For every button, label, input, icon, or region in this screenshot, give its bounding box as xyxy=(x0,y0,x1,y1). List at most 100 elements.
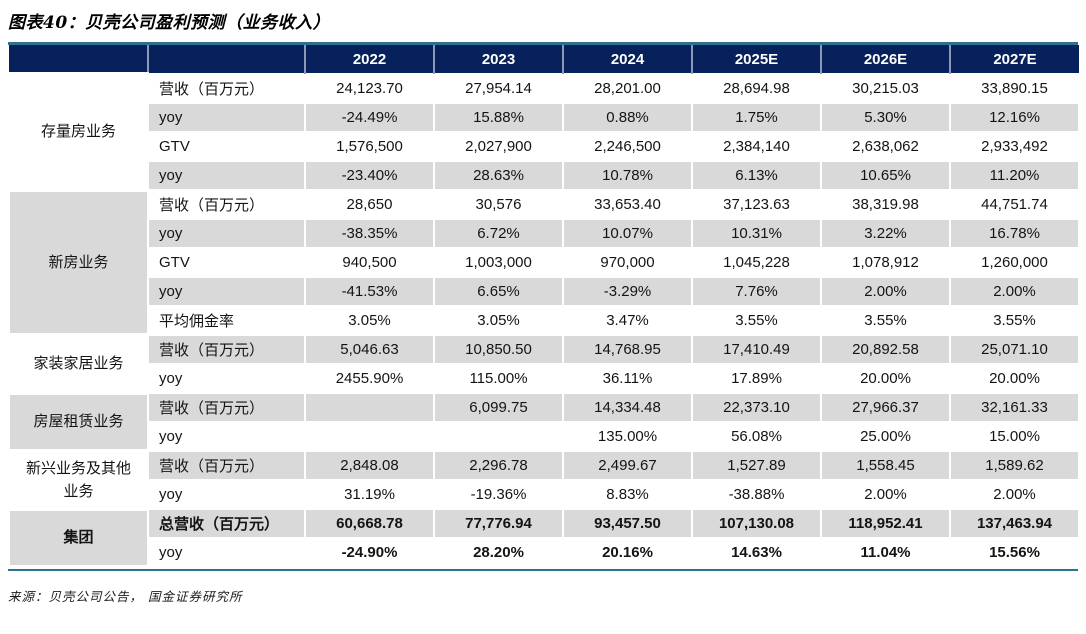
value-cell: 2455.90% xyxy=(304,363,435,394)
value-cell: 20,892.58 xyxy=(820,334,951,365)
value-cell: 1,558.45 xyxy=(820,450,951,481)
value-cell: 2.00% xyxy=(949,479,1080,510)
row-label: yoy xyxy=(147,421,306,452)
value-cell: 11.04% xyxy=(820,537,951,568)
row-label: 营收（百万元） xyxy=(147,73,306,104)
value-cell: 6.72% xyxy=(433,218,564,249)
row-label: 营收（百万元） xyxy=(147,392,306,423)
value-cell: 2,638,062 xyxy=(820,131,951,162)
value-cell: 0.88% xyxy=(562,102,693,133)
value-cell: 14.63% xyxy=(691,537,822,568)
value-cell: 30,576 xyxy=(433,189,564,220)
value-cell: 24,123.70 xyxy=(304,73,435,104)
header-corner-metric xyxy=(147,45,305,74)
value-cell: 15.88% xyxy=(433,102,564,133)
value-cell: 38,319.98 xyxy=(820,189,951,220)
value-cell: 77,776.94 xyxy=(433,508,564,539)
value-cell: 44,751.74 xyxy=(949,189,1080,220)
row-label: 营收（百万元） xyxy=(147,189,306,220)
value-cell: 36.11% xyxy=(562,363,693,394)
year-header: 2026E xyxy=(820,45,950,74)
value-cell: 6,099.75 xyxy=(433,392,564,423)
value-cell: 10.31% xyxy=(691,218,822,249)
year-header: 2023 xyxy=(433,45,563,74)
value-cell: 1,576,500 xyxy=(304,131,435,162)
year-header: 2024 xyxy=(562,45,692,74)
value-cell: 25.00% xyxy=(820,421,951,452)
value-cell: 10,850.50 xyxy=(433,334,564,365)
value-cell: 33,890.15 xyxy=(949,73,1080,104)
value-cell: 2.00% xyxy=(949,276,1080,307)
value-cell: 56.08% xyxy=(691,421,822,452)
value-cell: 3.55% xyxy=(949,305,1080,336)
value-cell: 28.20% xyxy=(433,537,564,568)
header-corner-group xyxy=(9,45,148,74)
value-cell: 22,373.10 xyxy=(691,392,822,423)
value-cell xyxy=(304,392,435,423)
value-cell: -24.49% xyxy=(304,102,435,133)
value-cell: 17.89% xyxy=(691,363,822,394)
value-cell: 1.75% xyxy=(691,102,822,133)
row-label: yoy xyxy=(147,102,306,133)
value-cell: 1,260,000 xyxy=(949,247,1080,278)
value-cell: 135.00% xyxy=(562,421,693,452)
value-cell: 28,694.98 xyxy=(691,73,822,104)
value-cell: 1,003,000 xyxy=(433,247,564,278)
value-cell: 15.00% xyxy=(949,421,1080,452)
forecast-table: 2022 2023 2024 2025E 2026E 2027E 存量房业务 营收（百万元）… xyxy=(8,45,1080,569)
value-cell xyxy=(433,421,564,452)
table-row: 新兴业务及其他业务 营收（百万元） 2,848.08 2,296.78 2,499.67… xyxy=(8,449,1080,511)
value-cell: 115.00% xyxy=(433,363,564,394)
row-label: yoy xyxy=(147,537,306,568)
value-cell: 1,045,228 xyxy=(691,247,822,278)
table-row: yoy 31.19% -19.36% 8.83% -38.88% 2.00% 2.00% xyxy=(9,479,1080,510)
table-row: yoy -24.49% 15.88% 0.88% 1.75% 5.30% 12.16% xyxy=(9,102,1080,133)
value-cell: 25,071.10 xyxy=(949,334,1080,365)
year-header: 2022 xyxy=(304,45,434,74)
value-cell: 31.19% xyxy=(304,479,435,510)
value-cell: 28,201.00 xyxy=(562,73,693,104)
value-cell: 2.00% xyxy=(820,276,951,307)
table-row: yoy 2455.90% 115.00% 36.11% 17.89% 20.00% 20.0… xyxy=(9,363,1080,394)
group-cell: 新房业务 xyxy=(8,188,149,337)
value-cell: 2,848.08 xyxy=(304,450,435,481)
table-row: 存量房业务 营收（百万元） 24,123.70 27,954.14 28,201.00 2… xyxy=(8,72,1080,192)
group-cell: 集团 xyxy=(8,507,149,569)
value-cell: 14,768.95 xyxy=(562,334,693,365)
value-cell: 2,296.78 xyxy=(433,450,564,481)
value-cell: 137,463.94 xyxy=(949,508,1080,539)
value-cell: 28,650 xyxy=(304,189,435,220)
value-cell: 32,161.33 xyxy=(949,392,1080,423)
value-cell: 30,215.03 xyxy=(820,73,951,104)
row-label: 营收（百万元） xyxy=(147,334,306,365)
value-cell: -19.36% xyxy=(433,479,564,510)
row-label: 营收（百万元） xyxy=(147,450,306,481)
group-cell: 家装家居业务 xyxy=(8,333,149,395)
value-cell: 2,027,900 xyxy=(433,131,564,162)
value-cell: 2,384,140 xyxy=(691,131,822,162)
group-cell: 新兴业务及其他业务 xyxy=(8,449,149,511)
value-cell: 33,653.40 xyxy=(562,189,693,220)
table-row: yoy -24.90% 28.20% 20.16% 14.63% 11.04% 15.56% xyxy=(9,537,1080,568)
value-cell: 27,954.14 xyxy=(433,73,564,104)
row-label: yoy xyxy=(147,276,306,307)
value-cell: 3.55% xyxy=(691,305,822,336)
value-cell: -24.90% xyxy=(304,537,435,568)
value-cell: 5.30% xyxy=(820,102,951,133)
value-cell: 1,078,912 xyxy=(820,247,951,278)
source-note: 来源：贝壳公司公告， 国金证券研究所 xyxy=(8,589,243,604)
value-cell: -3.29% xyxy=(562,276,693,307)
table-row: GTV 940,500 1,003,000 970,000 1,045,228 1,078… xyxy=(9,247,1080,278)
value-cell: 3.47% xyxy=(562,305,693,336)
value-cell: 93,457.50 xyxy=(562,508,693,539)
row-label: GTV xyxy=(147,247,306,278)
value-cell: 10.78% xyxy=(562,160,693,191)
row-label: yoy xyxy=(147,363,306,394)
group-cell: 房屋租赁业务 xyxy=(8,391,149,453)
value-cell: 20.00% xyxy=(949,363,1080,394)
value-cell: 10.07% xyxy=(562,218,693,249)
table-row: 房屋租赁业务 营收（百万元） 6,099.75 14,334.48 22,373.10 2… xyxy=(8,391,1080,453)
value-cell: 27,966.37 xyxy=(820,392,951,423)
value-cell: 7.76% xyxy=(691,276,822,307)
